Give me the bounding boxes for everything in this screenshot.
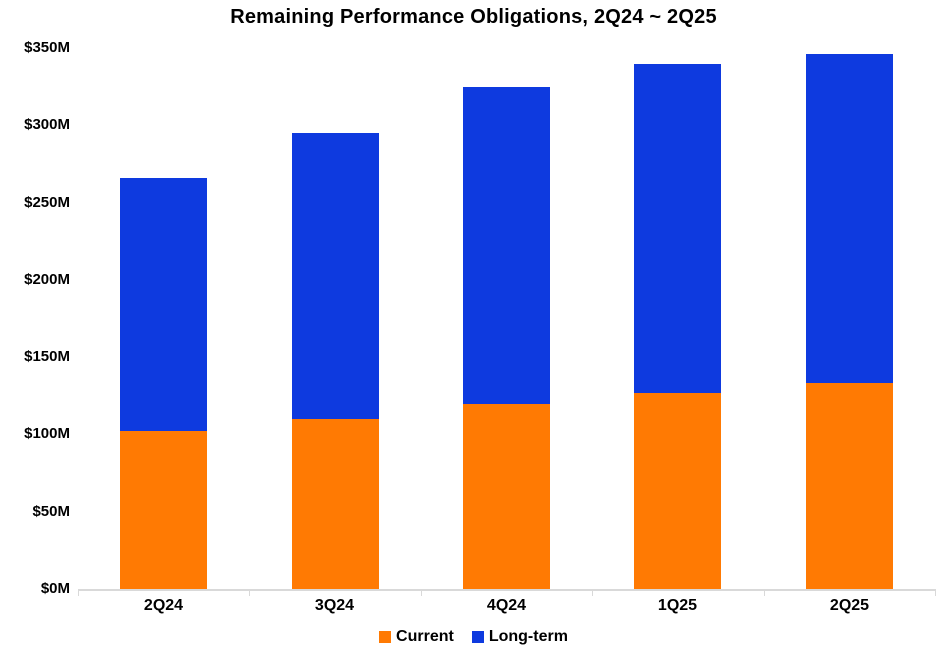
x-axis-label: 2Q24: [143, 597, 184, 614]
legend-item-long-term: Long-term: [471, 628, 568, 646]
bar-segment-long-term: [634, 64, 721, 393]
x-axis-tick: [592, 589, 593, 596]
y-tick-label: $300M: [24, 116, 70, 134]
y-tick-label: $350M: [24, 39, 70, 56]
x-axis-line: [78, 589, 935, 591]
bar-segment-current: [463, 404, 550, 589]
legend-item-current: Current: [379, 628, 454, 646]
x-axis-label: 1Q25: [657, 597, 698, 614]
legend-label-long-term: Long-term: [488, 628, 568, 645]
bar-segment-current: [806, 383, 893, 589]
x-axis-label: 4Q24: [486, 597, 527, 614]
chart-title: Remaining Performance Obligations, 2Q24 …: [230, 6, 717, 28]
x-axis-label: 3Q24: [314, 597, 355, 614]
x-axis-tick: [421, 589, 422, 596]
x-axis-tick: [764, 589, 765, 596]
y-tick-label: $150M: [24, 348, 70, 366]
bar-segment-current: [634, 393, 721, 589]
legend-swatch-long-term: [471, 631, 484, 643]
bar-segment-long-term: [463, 87, 550, 404]
y-tick-label: $50M: [32, 502, 70, 520]
x-axis-tick: [935, 589, 936, 596]
bar-segment-long-term: [292, 133, 379, 419]
legend-swatch-current: [379, 631, 392, 643]
bar-segment-long-term: [120, 178, 207, 431]
y-tick-label: $200M: [24, 270, 70, 288]
x-axis-tick: [78, 589, 79, 596]
bar-segment-current: [120, 431, 207, 589]
y-tick-label: $250M: [24, 193, 70, 211]
legend-label-current: Current: [396, 628, 454, 645]
x-axis-tick: [249, 589, 250, 596]
bar-segment-current: [292, 419, 379, 589]
y-tick-label: $100M: [24, 425, 70, 443]
bar-segment-long-term: [806, 54, 893, 383]
legend: Current Long-term: [0, 628, 947, 646]
y-tick-label: $0M: [40, 580, 70, 597]
x-axis-label: 2Q25: [829, 597, 870, 614]
